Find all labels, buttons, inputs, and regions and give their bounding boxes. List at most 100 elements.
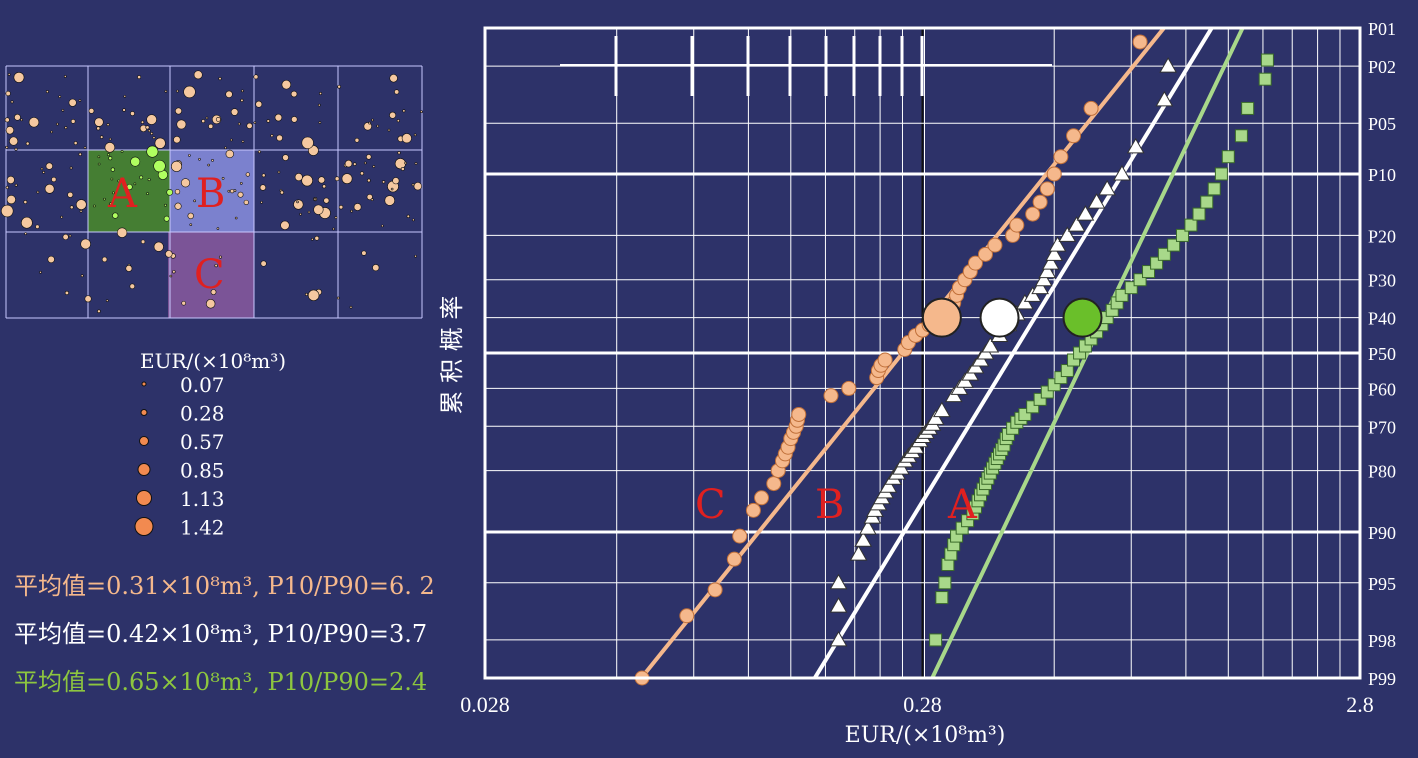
data-point-b <box>1155 90 1174 107</box>
legend-value: 0.85 <box>180 459 225 483</box>
well-dot <box>349 305 353 309</box>
legend-dot <box>136 490 152 506</box>
well-dot <box>146 114 157 125</box>
legend-value: 1.13 <box>180 487 225 511</box>
well-dot <box>338 204 344 210</box>
well-dot <box>45 90 49 94</box>
well-dot <box>221 176 225 180</box>
well-dot <box>341 173 353 185</box>
data-point-a <box>1184 218 1198 232</box>
x-tick-labels: 0.028 0.28 2.8 <box>460 692 1374 717</box>
well-dot <box>372 264 380 272</box>
data-point-b <box>932 401 951 418</box>
well-dot <box>414 254 417 258</box>
well-dot <box>414 162 418 165</box>
fit-line-b <box>812 28 1215 678</box>
well-dot <box>360 171 364 176</box>
well-dot <box>188 154 191 157</box>
well-dot <box>367 178 371 183</box>
data-point-b <box>1058 226 1077 242</box>
well-dot <box>210 289 217 295</box>
well-dot <box>214 263 218 268</box>
well-dot <box>64 290 69 295</box>
well-dot <box>105 299 109 302</box>
region-map: A B C <box>1 65 423 319</box>
well-dot <box>257 150 261 154</box>
legend-dot <box>141 381 147 387</box>
well-dot <box>366 154 372 160</box>
data-point-b <box>849 545 868 561</box>
well-dot <box>372 165 376 168</box>
well-dot <box>281 79 292 90</box>
data-point-c <box>1009 217 1025 233</box>
legend-title: EUR/(×10⁸m³) <box>140 349 286 373</box>
well-dot <box>370 198 374 201</box>
well-dot <box>116 227 128 238</box>
data-point-a <box>1200 195 1214 209</box>
well-dot <box>304 292 309 296</box>
well-dot <box>153 159 166 173</box>
well-dot <box>173 136 181 144</box>
legend-dot <box>134 517 154 536</box>
data-point-c <box>967 255 983 271</box>
well-dot <box>216 227 220 230</box>
well-dot <box>120 150 124 153</box>
well-dot <box>413 133 417 137</box>
data-point-c <box>841 380 857 396</box>
well-dot <box>107 153 110 157</box>
data-point-a <box>938 576 952 590</box>
x-tick-label: 2.8 <box>1346 692 1374 717</box>
well-dot <box>174 189 181 195</box>
data-point-c <box>707 582 723 598</box>
well-dot <box>104 142 116 153</box>
well-dot <box>224 146 227 150</box>
well-dot <box>45 162 53 170</box>
mean-marker-b <box>979 297 1020 338</box>
well-dot <box>60 215 63 219</box>
data-point-b <box>1038 262 1057 279</box>
well-dot <box>165 250 173 258</box>
well-dot <box>337 84 341 89</box>
well-dot <box>353 203 362 211</box>
data-point-a <box>1167 238 1181 252</box>
data-point-c <box>754 490 770 506</box>
well-dot <box>211 158 214 162</box>
well-dot <box>5 185 9 190</box>
well-dot <box>40 167 44 171</box>
well-dot <box>123 95 127 98</box>
well-dot <box>381 180 386 184</box>
well-dot <box>392 177 400 185</box>
y-tick-label: P70 <box>1368 417 1396 437</box>
well-dot <box>112 191 115 195</box>
well-dot <box>130 111 135 116</box>
y-tick-label: P99 <box>1368 669 1396 689</box>
well-dot <box>7 73 11 76</box>
well-dot <box>246 122 253 129</box>
well-dot <box>276 134 283 142</box>
stat-a: 平均值=0.65×10⁸m³, P10/P90=2.4 <box>14 668 428 696</box>
well-dot <box>56 122 59 126</box>
well-dot <box>44 183 55 194</box>
stat-b: 平均值=0.42×10⁸m³, P10/P90=3.7 <box>14 620 428 648</box>
well-dot <box>193 70 203 80</box>
data-point-a <box>1258 72 1272 86</box>
well-dot <box>404 161 407 165</box>
well-dot <box>291 116 298 123</box>
data-point-c <box>1132 34 1148 50</box>
well-dot <box>396 119 400 123</box>
well-dot <box>42 170 45 174</box>
series-label-b: B <box>815 482 844 528</box>
well-dot <box>189 223 193 227</box>
well-dot <box>313 197 317 201</box>
data-point-b <box>1087 193 1106 209</box>
well-dot <box>146 192 149 195</box>
well-dot <box>225 90 233 98</box>
well-dot <box>146 145 159 158</box>
well-dot <box>139 175 144 180</box>
well-dot <box>164 90 168 93</box>
data-point-c <box>745 502 761 518</box>
well-dot <box>205 116 209 120</box>
well-dot <box>230 189 235 194</box>
well-dot <box>389 74 398 83</box>
well-dot <box>319 92 323 95</box>
